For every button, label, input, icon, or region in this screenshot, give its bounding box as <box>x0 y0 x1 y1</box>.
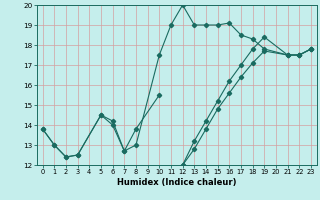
X-axis label: Humidex (Indice chaleur): Humidex (Indice chaleur) <box>117 178 236 187</box>
